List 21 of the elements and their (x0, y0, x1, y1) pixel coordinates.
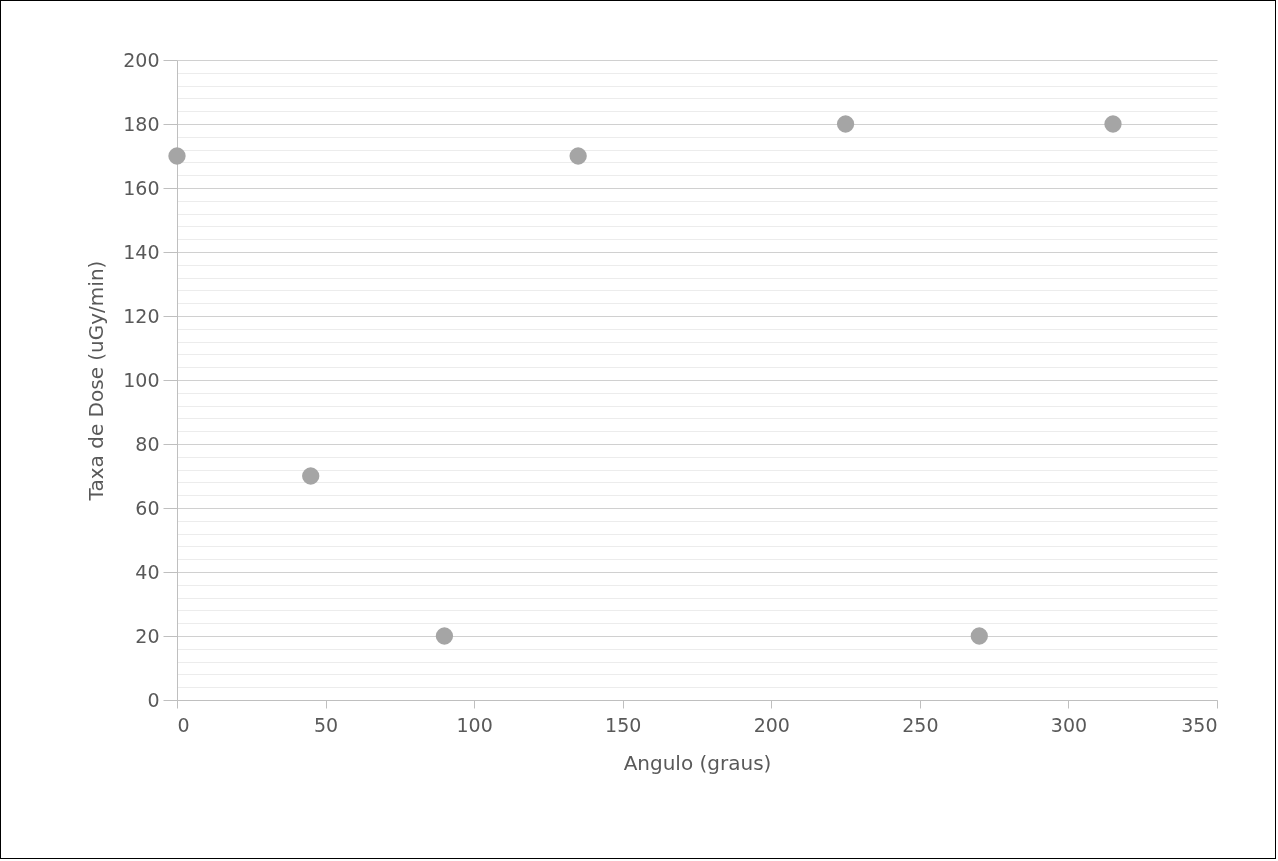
y-tick-label: 0 (147, 688, 160, 711)
y-tick-label: 140 (123, 240, 160, 263)
x-tick-label: 50 (313, 713, 339, 736)
x-tick-label: 250 (902, 713, 939, 736)
x-axis-title: Angulo (graus) (623, 750, 772, 775)
x-tick-label: 300 (1050, 713, 1088, 736)
y-tick-label: 60 (135, 496, 160, 519)
y-tick-label: 180 (123, 112, 160, 135)
x-tick-label: 200 (753, 713, 790, 736)
y-tick-label: 200 (123, 48, 160, 71)
y-tick-label: 80 (135, 432, 160, 455)
y-tick-label: 160 (123, 176, 160, 199)
y-tick-label: 20 (135, 624, 160, 647)
y-tick-label: 40 (135, 560, 160, 583)
y-tick-label: 100 (123, 368, 160, 391)
x-tick-label: 350 (1181, 713, 1218, 736)
x-tick-label: 100 (456, 713, 493, 736)
x-tick-label: 150 (605, 713, 642, 736)
y-axis-title: Taxa de Dose (uGy/min) (84, 260, 109, 502)
y-tick-label: 120 (123, 304, 160, 327)
x-tick-label: 0 (177, 713, 190, 736)
